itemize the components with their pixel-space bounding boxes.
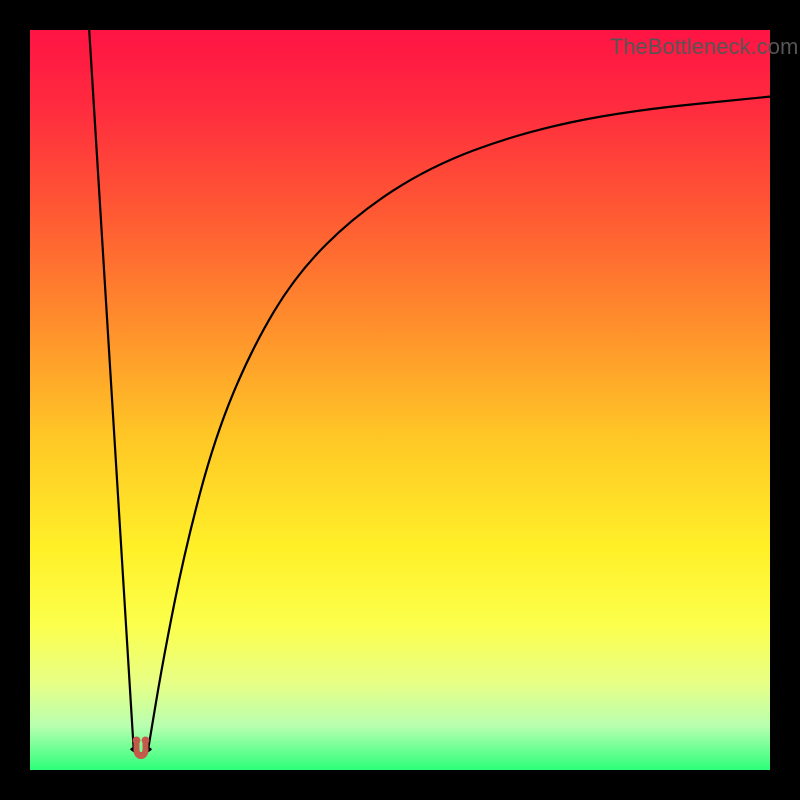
gradient-background	[30, 30, 770, 770]
chart-frame: TheBottleneck.com	[0, 0, 800, 800]
watermark-label: TheBottleneck.com	[610, 34, 798, 60]
plot-svg	[30, 30, 770, 770]
plot-area	[30, 30, 770, 770]
